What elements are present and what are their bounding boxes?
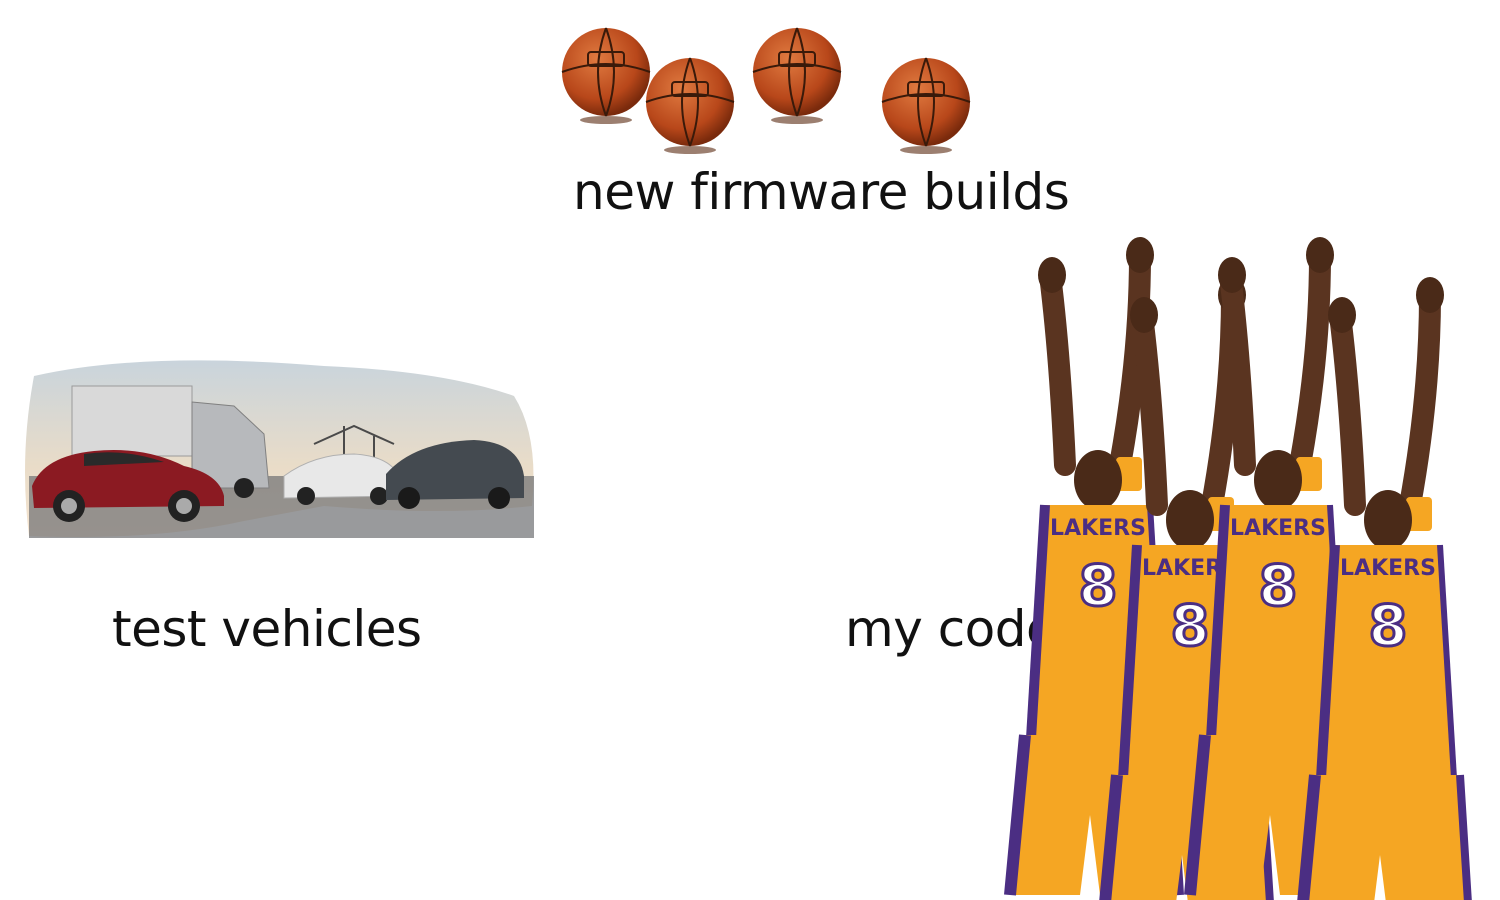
left-label: test vehicles [112,600,422,658]
basketball-icon [645,57,735,154]
basketball-icon [881,57,971,154]
top-label: new firmware builds [573,163,1070,221]
right-label: my code [845,600,1057,658]
basketball-icon [561,27,651,124]
electric-vehicle-fleet-photo [25,360,534,538]
basketball-icon [752,27,842,124]
basketball-player-shooting-photo: LAKERS 8 [990,215,1500,900]
